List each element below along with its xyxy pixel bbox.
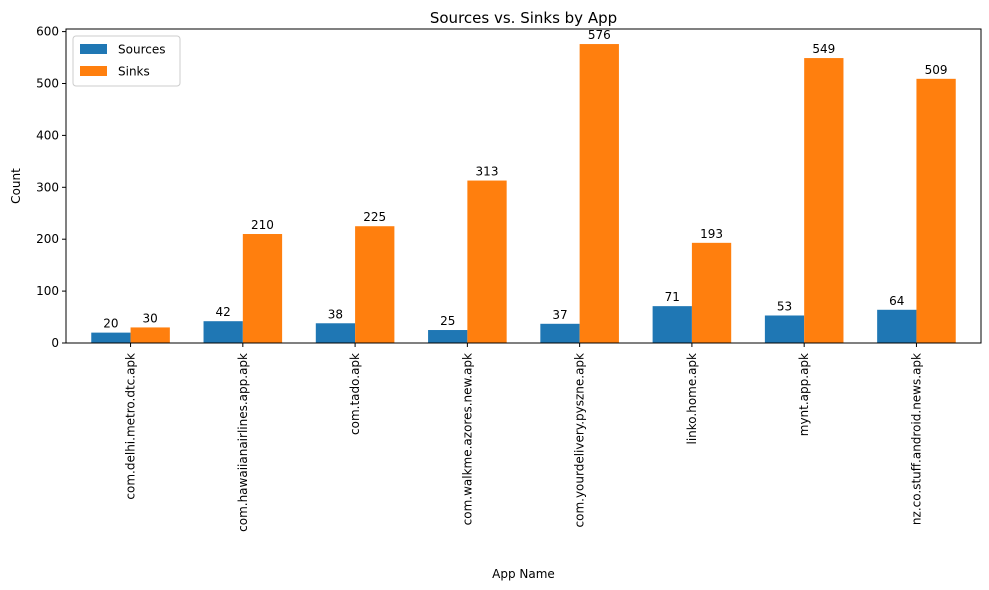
bar-value-label-sources: 71 (665, 290, 680, 304)
bar-sinks (130, 327, 170, 343)
bar-value-label-sinks: 576 (588, 28, 611, 42)
bar-sources (877, 309, 917, 343)
bar-sinks (242, 234, 283, 343)
bar-labels-group: 20 42 38 25 37 71 53 64 30 210 225 313 576 193 549 509 (103, 28, 947, 331)
bar-sources (91, 332, 131, 343)
bar-value-label-sinks: 225 (363, 210, 386, 224)
x-tick-label: com.hawaiianairlines.app.apk (236, 353, 250, 532)
y-tick-label: 400 (36, 128, 59, 142)
x-tick-label: nz.co.stuff.android.news.apk (909, 353, 923, 525)
x-tick-label: mynt.app.apk (797, 353, 811, 436)
bar-value-label-sources: 37 (552, 308, 567, 322)
bar-sinks (355, 226, 395, 343)
y-tick-label: 500 (36, 76, 59, 90)
bar-value-label-sinks: 30 (143, 311, 158, 325)
x-tick-label: com.delhi.metro.dtc.apk (124, 353, 138, 500)
bar-sources (540, 323, 580, 343)
x-tick-label: linko.home.apk (685, 353, 699, 445)
bars-group (91, 44, 956, 344)
bar-sources (315, 323, 356, 343)
x-axis-label: App Name (492, 567, 555, 581)
legend-label-sinks: Sinks (118, 65, 150, 79)
bar-sinks (916, 78, 956, 343)
bar-value-label-sources: 25 (440, 314, 455, 328)
bar-sources (428, 330, 468, 343)
bar-sources (203, 321, 243, 343)
x-tick-label: com.walkme.azores.new.apk (460, 353, 474, 525)
bar-sinks (467, 180, 507, 343)
bar-value-label-sources: 20 (103, 317, 118, 331)
bar-value-label-sinks: 313 (476, 165, 499, 179)
bar-value-label-sinks: 549 (812, 42, 835, 56)
bar-value-label-sources: 64 (889, 294, 904, 308)
bar-value-label-sources: 38 (328, 307, 343, 321)
plot-area (66, 29, 981, 343)
plot-frame (65, 28, 982, 344)
bar-value-label-sinks: 509 (925, 63, 948, 77)
bar-sinks (691, 242, 732, 343)
legend-swatch-sources (80, 44, 107, 54)
y-tick-label: 100 (36, 284, 59, 298)
y-axis: 0 100 200 300 400 500 600 (36, 25, 66, 350)
x-tick-label: com.tado.apk (348, 353, 362, 435)
legend-swatch-sinks (80, 66, 107, 76)
chart-title: Sources vs. Sinks by App (430, 9, 617, 27)
bar-sources (652, 306, 692, 343)
bar-sinks (804, 58, 844, 344)
y-tick-label: 600 (36, 25, 59, 39)
legend: Sources Sinks (72, 35, 181, 87)
y-tick-label: 0 (51, 336, 59, 350)
bar-value-label-sources: 53 (777, 299, 792, 313)
bar-sinks (579, 44, 619, 343)
x-tick-label: com.yourdelivery.pyszne.apk (573, 353, 587, 528)
y-tick-label: 300 (36, 180, 59, 194)
bar-value-label-sinks: 210 (251, 218, 274, 232)
y-axis-label: Count (9, 168, 23, 204)
y-tick-label: 200 (36, 232, 59, 246)
bar-sources (764, 315, 805, 343)
legend-label-sources: Sources (118, 43, 165, 57)
bar-value-label-sinks: 193 (700, 227, 723, 241)
x-axis: com.delhi.metro.dtc.apk com.hawaiianairli… (124, 343, 923, 532)
bar-value-label-sources: 42 (216, 305, 231, 319)
